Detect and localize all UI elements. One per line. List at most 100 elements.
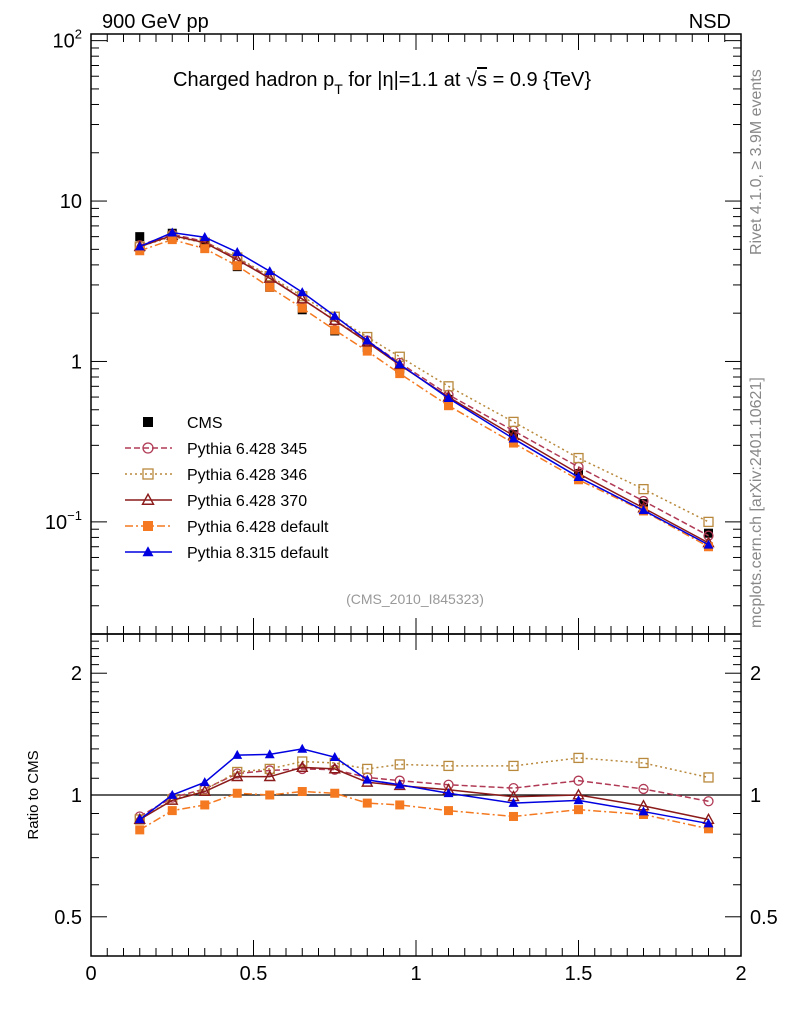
data-point	[232, 749, 243, 759]
ratio-y-tick-label-right: 1	[750, 785, 761, 807]
ratio-y-tick-label-left: 0.5	[54, 907, 82, 929]
main-series-layer	[133, 227, 715, 552]
data-point	[135, 825, 145, 835]
main-y-tick-label-base: 10	[60, 191, 82, 213]
data-point	[573, 775, 584, 786]
data-point	[297, 787, 307, 797]
data-point	[508, 416, 519, 428]
data-point	[573, 452, 584, 464]
series-pythia-8-315-default	[134, 743, 714, 828]
analysis-annotation: (CMS_2010_I845323)	[346, 591, 484, 607]
data-point	[265, 790, 275, 800]
data-point	[199, 777, 210, 787]
data-point	[703, 796, 714, 807]
data-point	[574, 805, 583, 815]
ratio-series-layer	[133, 743, 715, 835]
data-point	[263, 770, 276, 782]
data-point	[573, 752, 584, 764]
data-point	[200, 239, 210, 249]
data-point	[199, 232, 210, 242]
data-point	[328, 762, 341, 774]
ratio-y-tick-label-right: 0.5	[750, 907, 778, 929]
title-part-a-sub: T	[334, 81, 343, 97]
main-y-tick-label-exp: 2	[75, 27, 82, 42]
series-line	[139, 766, 709, 821]
data-point	[394, 759, 405, 770]
legend-label: Pythia 6.428 346	[187, 467, 307, 484]
data-point	[443, 393, 454, 403]
data-point	[297, 743, 308, 753]
data-point	[638, 757, 649, 769]
data-point	[297, 756, 308, 767]
legend-marker	[143, 417, 153, 427]
main-y-tick-label-base: 1	[71, 351, 82, 373]
x-tick-label: 1.5	[565, 963, 593, 985]
data-point	[703, 818, 714, 828]
data-point	[573, 471, 584, 481]
data-point	[394, 359, 405, 369]
series-line	[139, 234, 709, 544]
data-point	[329, 752, 340, 762]
data-point	[509, 438, 518, 448]
legend-label: Pythia 8.315 default	[187, 545, 329, 562]
data-point	[362, 335, 373, 345]
data-point	[395, 800, 405, 810]
legend-marker	[142, 468, 154, 480]
data-point	[703, 539, 714, 549]
legend-label: Pythia 6.428 345	[187, 441, 307, 458]
main-frame	[90, 33, 742, 635]
data-point	[362, 774, 373, 784]
data-point	[638, 783, 649, 795]
title-root: √	[466, 69, 477, 91]
data-point	[232, 261, 242, 271]
series-line	[139, 757, 709, 821]
data-point	[134, 241, 145, 251]
mcplots-label: mcplots.cern.ch [arXiv:2401.10621]	[748, 377, 765, 628]
data-point	[232, 788, 242, 798]
data-point	[362, 798, 372, 808]
legend-label: Pythia 6.428 default	[187, 519, 329, 536]
legend-marker	[142, 442, 154, 454]
ratio-y-tick-label-right: 2	[750, 663, 761, 685]
data-point	[638, 806, 649, 816]
ratio-y-tick-label-left: 2	[71, 663, 82, 685]
data-point	[573, 795, 584, 805]
data-point	[444, 806, 453, 816]
data-point	[443, 788, 454, 798]
data-point	[264, 749, 275, 759]
data-point	[638, 505, 649, 515]
header-left: 900 GeV pp	[102, 11, 209, 33]
data-point	[362, 346, 372, 356]
main-y-tick-label: 10−1	[45, 508, 82, 534]
ratio-axes: 2 2 1 1 0.5 0.5 0 0.5 1 1.5 2	[54, 633, 778, 985]
data-point	[135, 232, 145, 242]
series-line	[139, 790, 709, 831]
main-y-tick-label-base: 10	[53, 31, 75, 53]
legend-label: Pythia 6.428 370	[187, 493, 307, 510]
main-y-tick-label: 1	[71, 351, 82, 373]
main-y-tick-label: 102	[53, 27, 82, 53]
data-point	[508, 760, 519, 772]
ratio-y-tick-label-left: 1	[71, 785, 82, 807]
series-line	[139, 768, 709, 818]
series-line	[139, 748, 709, 825]
data-point	[135, 246, 145, 256]
legend-label: CMS	[187, 415, 223, 432]
data-point	[167, 227, 178, 237]
header-right: NSD	[689, 11, 731, 33]
title-part-a: Charged hadron p	[173, 69, 334, 91]
series-line	[139, 238, 709, 548]
data-point	[508, 433, 519, 443]
data-point	[443, 760, 454, 772]
main-y-tick-label: 10	[60, 191, 82, 213]
data-point	[297, 303, 307, 313]
data-point	[509, 811, 518, 821]
data-point	[265, 282, 275, 292]
main-y-tick-label-exp: −1	[67, 508, 82, 523]
series-pythia-6-428-default	[135, 787, 713, 835]
data-point	[394, 779, 405, 789]
data-point	[704, 528, 713, 538]
legend-marker	[143, 521, 153, 531]
